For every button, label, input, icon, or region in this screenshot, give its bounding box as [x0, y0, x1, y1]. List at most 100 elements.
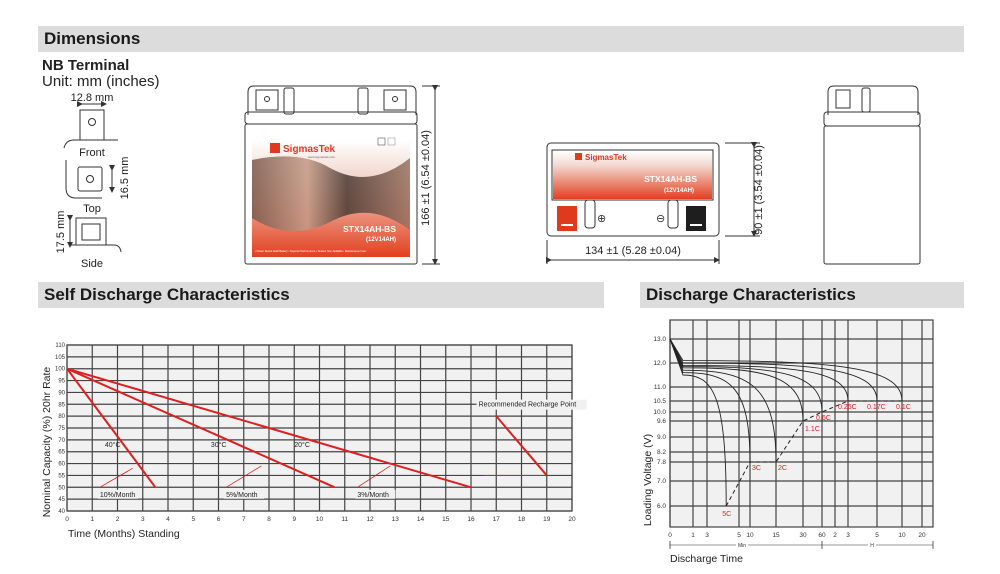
- x-tick-label: 4: [166, 516, 170, 523]
- y-tick-label: 40: [58, 509, 65, 515]
- top-rating: (12V14AH): [664, 188, 694, 194]
- x-tick-label: 20: [918, 532, 926, 539]
- recharge-arrow: [495, 415, 548, 477]
- rate-label: 10%/Month: [100, 492, 136, 499]
- discharge-curve-0.1C: [669, 338, 903, 402]
- series-line-30°C: [66, 367, 336, 489]
- x-tick-label: 3: [846, 532, 850, 539]
- y-tick-label: 100: [55, 367, 66, 373]
- x-tick-label: 2: [116, 516, 120, 523]
- y-tick-label: 12.0: [653, 360, 666, 367]
- y-tick-label: 45: [58, 497, 65, 503]
- y-tick-label: 10.5: [653, 398, 666, 405]
- x-tick-label: 14: [417, 516, 425, 523]
- top-caption: Top: [83, 203, 101, 215]
- x-tick-label: 6: [217, 516, 221, 523]
- x-tick-label: 17: [493, 516, 501, 523]
- x-tick-label: 10: [316, 516, 324, 523]
- y-tick-label: 9.0: [657, 434, 666, 441]
- y-tick-label: 7.8: [657, 459, 666, 466]
- x-axis-label: Time (Months) Standing: [68, 528, 180, 540]
- rate-label: 2C: [778, 465, 787, 472]
- rate-label: 0.17C: [867, 404, 886, 411]
- side-height-dim: 17.5 mm: [55, 211, 67, 254]
- x-tick-label: 60: [818, 532, 826, 539]
- y-tick-label: 80: [58, 414, 65, 420]
- rate-label: 0.25C: [838, 404, 857, 411]
- rate-label-bg: [355, 489, 396, 499]
- terminal-side-view: [67, 215, 122, 253]
- x-tick-label: 13: [392, 516, 400, 523]
- series-label: 20°C: [294, 441, 310, 449]
- x-tick-label: 1: [90, 516, 94, 523]
- x-tick-label: 16: [467, 516, 475, 523]
- x-tick-label: 2: [833, 532, 837, 539]
- x-tick-label: 5: [737, 532, 741, 539]
- x-tick-label: 30: [799, 532, 807, 539]
- top-label: SigmasTek STX14AH-BS (12V14AH) ⊕ ⊖: [553, 151, 712, 231]
- x-tick-label: 0: [668, 532, 672, 539]
- y-tick-label: 65: [58, 450, 65, 456]
- y-tick-label: 110: [55, 343, 65, 349]
- x-tick-label: 19: [543, 516, 551, 523]
- y-tick-label: 8.2: [657, 449, 666, 456]
- unit-bg: [868, 541, 876, 549]
- section-header-self-discharge: Self Discharge Characteristics: [38, 282, 604, 308]
- discharge-curve-0.25C: [669, 338, 849, 402]
- positive-symbol-icon: ⊕: [597, 213, 606, 225]
- y-tick-label: 10.0: [653, 409, 666, 416]
- front-label: SigmasTek www.sigmastek.com STX14AH-BS (…: [252, 137, 410, 257]
- no-trash-icon: [387, 137, 396, 146]
- x-tick-label: 12: [366, 516, 374, 523]
- y-axis-label: Loading Voltage (V): [642, 434, 654, 526]
- series-label: 40°C: [105, 441, 121, 449]
- recycle-icon: [377, 137, 386, 146]
- rate-label: 0.6C: [816, 415, 831, 422]
- x-tick-label: 3: [141, 516, 145, 523]
- top-height-dim: 16.5 mm: [119, 157, 131, 200]
- x-tick-label: 3: [705, 532, 709, 539]
- series-line-20°C: [66, 367, 472, 489]
- terminal-front-view: [63, 101, 118, 149]
- front-width-dim: 12.8 mm: [71, 92, 114, 104]
- front-caption: Front: [79, 147, 105, 159]
- section-header-dimensions: Dimensions: [38, 26, 964, 52]
- sigma-logo-icon: [270, 143, 280, 153]
- discharge-curve-5C: [669, 338, 727, 507]
- discharge-curve-0.6C: [669, 338, 823, 413]
- negative-symbol-icon: ⊖: [656, 213, 665, 225]
- rate-pointer: [225, 465, 262, 488]
- y-tick-label: 9.6: [657, 418, 666, 425]
- terminal-unit: Unit: mm (inches): [42, 73, 160, 90]
- rate-pointer: [357, 465, 391, 488]
- discharge-curve-3C: [669, 338, 751, 463]
- recharge-annotation: Recommended Recharge Point: [479, 402, 577, 409]
- y-tick-label: 50: [58, 485, 65, 491]
- discharge-curve-0.17C: [669, 338, 878, 402]
- y-tick-label: 90: [58, 390, 65, 396]
- unit-bg: [736, 541, 748, 549]
- rate-label: 1.1C: [805, 426, 820, 433]
- y-tick-label: 75: [58, 426, 65, 432]
- front-features: • Power Sports AGM Battery • Superior Pe…: [255, 249, 366, 253]
- unit-min: Min: [738, 543, 746, 549]
- rate-label: 3C: [752, 465, 761, 472]
- x-tick-label: 7: [242, 516, 246, 523]
- x-axis-label: Discharge Time: [670, 553, 743, 565]
- rate-label: 0.1C: [896, 404, 911, 411]
- x-tick-label: 15: [772, 532, 780, 539]
- top-brand: SigmasTek: [585, 153, 627, 162]
- unit-hour: H: [870, 543, 874, 549]
- front-model: STX14AH-BS: [343, 224, 396, 234]
- height-dimension: 166 ±1 (6.54 ±0.04): [420, 130, 432, 226]
- x-tick-label: 5: [875, 532, 879, 539]
- sigma-logo-icon: [575, 153, 582, 160]
- rate-label: 5%/Month: [226, 492, 258, 499]
- front-brand: SigmasTek: [283, 144, 335, 155]
- battery-front-view: [244, 85, 440, 265]
- y-tick-label: 55: [58, 473, 65, 479]
- series-label: 30°C: [211, 441, 227, 449]
- y-tick-label: 11.0: [654, 384, 667, 391]
